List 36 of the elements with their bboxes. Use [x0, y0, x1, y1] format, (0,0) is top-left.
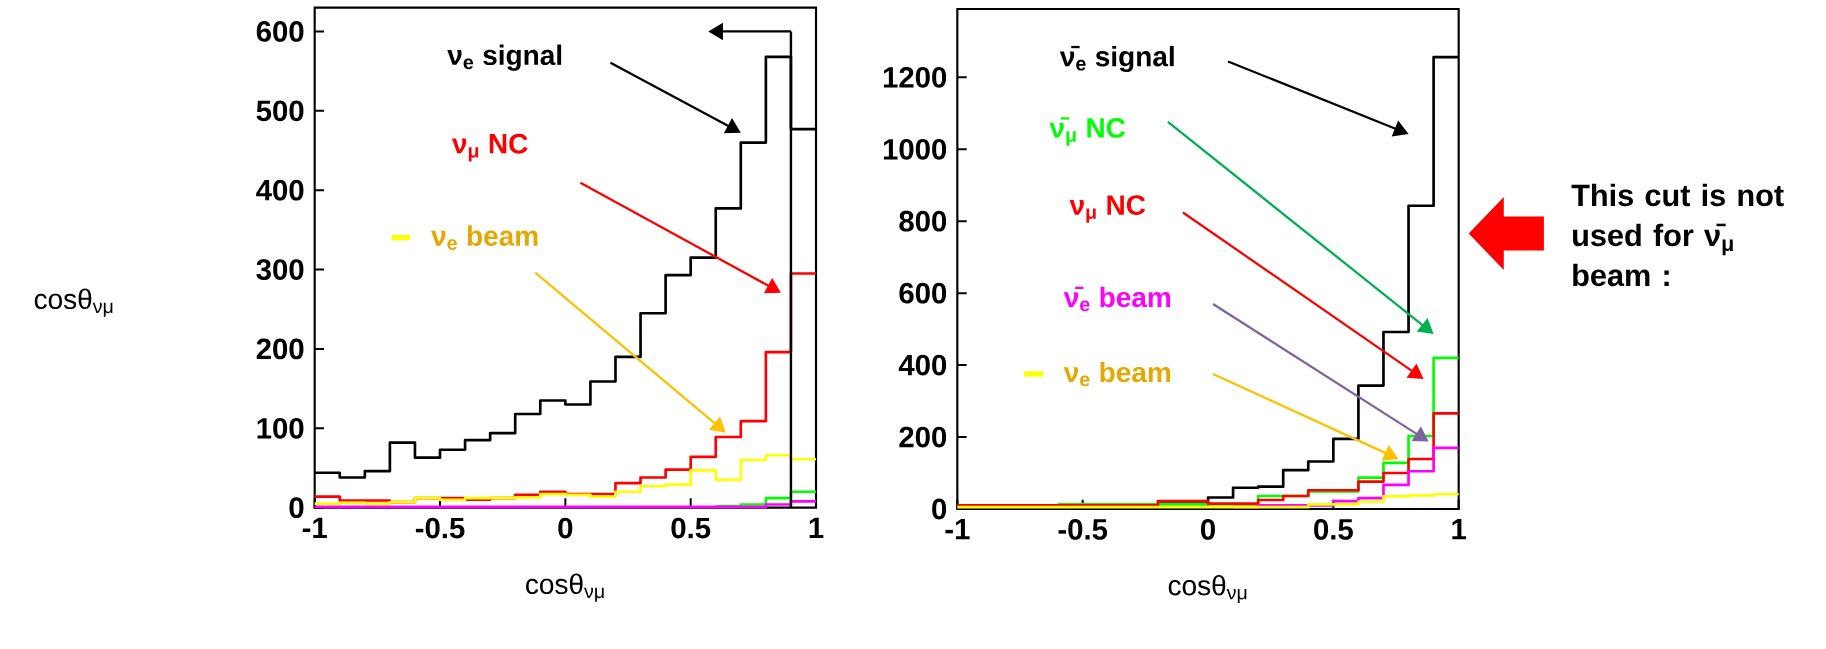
x-tick-label: 1 — [1452, 519, 1467, 540]
text: ν̄$_{e}$ beam — [1063, 286, 1171, 312]
x-tick-label: 0.5 — [671, 517, 711, 539]
y-tick-label: 1000 — [883, 138, 947, 160]
y-tick-label: 600 — [256, 21, 304, 42]
text: ν̄$_{μ}$ NC — [1049, 117, 1126, 146]
y-tick-label: 600 — [899, 282, 947, 304]
x-tick-label: -0.5 — [415, 517, 465, 539]
text: ν̄$_{e}$ signal — [1059, 45, 1174, 73]
y-tick-label: 300 — [256, 259, 304, 280]
y-tick-label: 100 — [257, 417, 304, 439]
x-axis-title: cosθ$_{νμ}$ — [526, 573, 604, 602]
x-tick-label: 0 — [558, 517, 573, 539]
y-tick-label: 0 — [289, 497, 304, 519]
y-tick-label: 200 — [256, 338, 304, 360]
y-axis-title: cosθ$_{νμ}$ — [34, 288, 113, 317]
y-tick-label: 200 — [899, 426, 947, 448]
y-tick-label: 400 — [898, 354, 947, 376]
x-tick-label: -1 — [945, 519, 970, 540]
x-tick-label: 1 — [809, 517, 824, 538]
x-tick-label: 0 — [1201, 519, 1215, 540]
x-axis-title: cosθ$_{νμ}$ — [1168, 574, 1247, 604]
y-tick-label: 500 — [256, 100, 304, 122]
x-tick-label: -1 — [302, 517, 327, 538]
text: ν$_{e}$ signal — [447, 44, 562, 71]
text: ν$_{μ}$ NC — [1069, 195, 1146, 223]
legend-label: ν$_{e}$ beam — [1063, 361, 1171, 387]
text: ν$_{μ}$ NC — [451, 133, 528, 162]
y-tick-label: 0 — [932, 498, 947, 520]
text: This cut is not used for ν̄$_{μ}$ beam : — [1571, 183, 1784, 287]
x-tick-label: 0.5 — [1314, 519, 1353, 540]
legend-label: ν$_{e}$ beam — [431, 225, 538, 250]
y-tick-label: 800 — [899, 210, 947, 232]
x-tick-label: -0.5 — [1058, 519, 1108, 540]
y-tick-label: 1200 — [883, 66, 947, 88]
y-tick-label: 400 — [256, 179, 304, 201]
